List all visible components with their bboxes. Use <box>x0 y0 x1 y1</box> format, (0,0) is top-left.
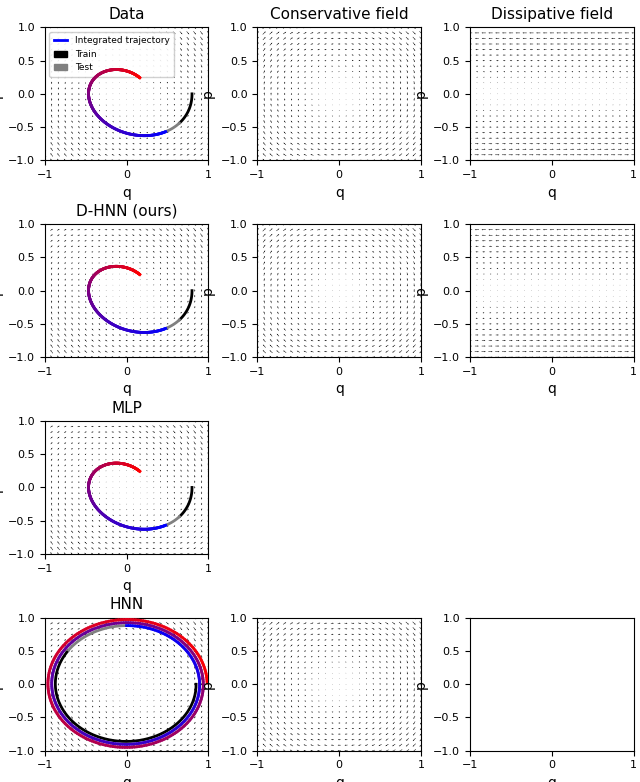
Title: MLP: MLP <box>111 400 142 415</box>
Title: Conservative field: Conservative field <box>270 7 408 22</box>
X-axis label: q: q <box>122 185 131 199</box>
Y-axis label: p: p <box>201 89 215 99</box>
Title: HNN: HNN <box>109 597 144 612</box>
X-axis label: q: q <box>547 776 556 782</box>
X-axis label: q: q <box>122 382 131 396</box>
Y-axis label: p: p <box>414 286 428 295</box>
Y-axis label: p: p <box>414 680 428 689</box>
Y-axis label: p: p <box>0 286 3 295</box>
Y-axis label: p: p <box>201 680 215 689</box>
X-axis label: q: q <box>547 382 556 396</box>
Legend: Integrated trajectory, Train, Test: Integrated trajectory, Train, Test <box>49 32 174 77</box>
X-axis label: q: q <box>335 185 344 199</box>
Y-axis label: p: p <box>0 680 3 689</box>
Y-axis label: p: p <box>0 483 3 492</box>
Title: Data: Data <box>108 7 145 22</box>
X-axis label: q: q <box>122 579 131 594</box>
X-axis label: q: q <box>547 185 556 199</box>
Y-axis label: p: p <box>201 286 215 295</box>
Y-axis label: p: p <box>414 89 428 99</box>
X-axis label: q: q <box>335 382 344 396</box>
Y-axis label: p: p <box>0 89 3 99</box>
X-axis label: q: q <box>122 776 131 782</box>
Title: D-HNN (ours): D-HNN (ours) <box>76 204 177 219</box>
Title: Dissipative field: Dissipative field <box>491 7 613 22</box>
X-axis label: q: q <box>335 776 344 782</box>
